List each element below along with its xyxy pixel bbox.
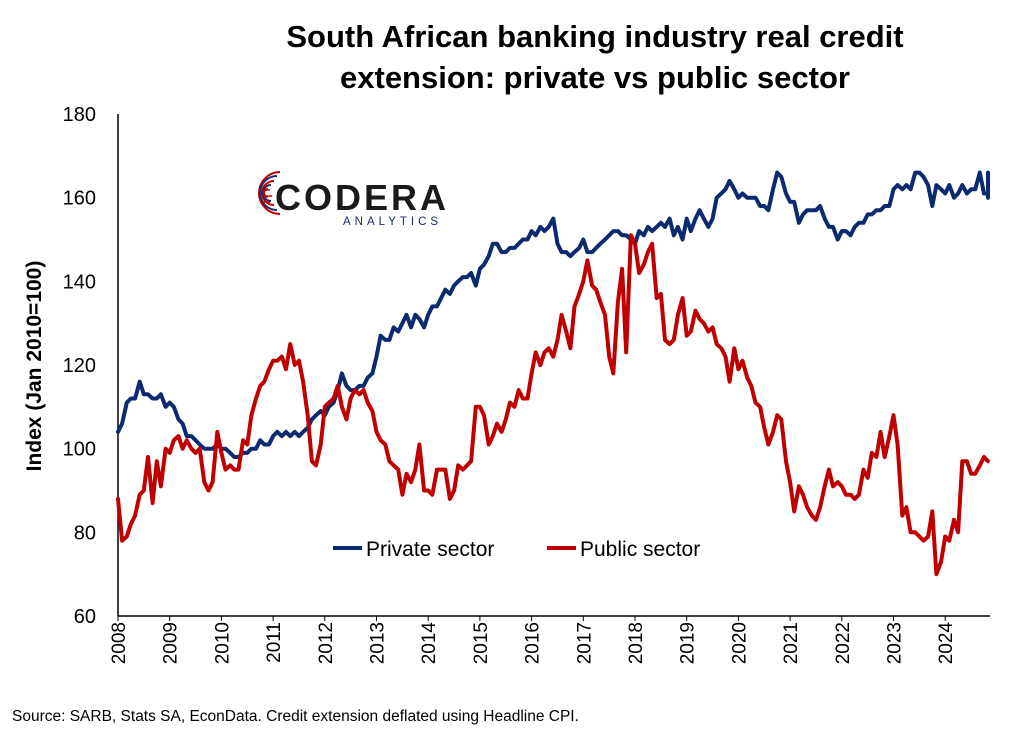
fingerprint-icon	[258, 171, 281, 215]
y-tick-label: 180	[63, 104, 96, 126]
source-note: Source: SARB, Stats SA, EconData. Credit…	[12, 708, 579, 725]
x-tick-label: 2021	[781, 622, 802, 664]
codera-analytics-logo: CODERA ANALYTICS	[258, 171, 449, 228]
x-tick-label: 2009	[161, 622, 182, 664]
x-tick-label: 2017	[574, 622, 595, 664]
x-tick-label: 2022	[833, 622, 854, 664]
public-sector-line	[116, 233, 990, 577]
legend-item-private-sector: Private sector	[333, 538, 494, 561]
y-tick-label: 80	[74, 522, 96, 544]
private-sector-line	[116, 170, 990, 459]
x-tick-label: 2014	[419, 622, 440, 665]
legend-item-public-sector: Public sector	[547, 538, 700, 561]
y-axis-label: Index (Jan 2010=100)	[23, 261, 46, 472]
x-tick-label: 2020	[729, 622, 750, 664]
x-tick-label: 2013	[368, 622, 389, 664]
chart-axes	[117, 114, 990, 617]
x-tick-label: 2012	[316, 622, 337, 664]
logo-subtitle: ANALYTICS	[343, 216, 442, 228]
x-tick-label: 2019	[678, 622, 699, 664]
y-tick-label: 140	[63, 271, 96, 293]
x-tick-label: 2010	[212, 622, 233, 664]
chart-title-line-2: extension: private vs public sector	[340, 60, 850, 95]
chart-title: South African banking industry real cred…	[170, 16, 1020, 98]
y-tick-label: 100	[63, 439, 96, 461]
x-tick-label: 2018	[626, 622, 647, 664]
legend-label: Public sector	[580, 538, 700, 561]
legend-label: Private sector	[366, 538, 494, 561]
y-tick-label: 60	[74, 606, 96, 628]
x-tick-label: 2015	[471, 622, 492, 664]
x-tick-label: 2023	[885, 622, 906, 664]
x-tick-label: 2016	[523, 622, 544, 664]
x-tick-label: 2024	[936, 622, 957, 665]
logo-wordmark: CODERA	[275, 177, 449, 218]
chart-legend: Private sector Public sector	[333, 538, 700, 561]
x-axis-ticks: 2008 2009 2010 2011 2012 2013 2014 2015 2016 2017…	[109, 616, 957, 664]
y-axis-ticks: 60 80 100 120 140 160 180	[63, 104, 96, 628]
chart-series	[116, 170, 990, 577]
chart-title-line-1: South African banking industry real cred…	[286, 19, 904, 54]
x-tick-label: 2011	[264, 622, 285, 663]
y-tick-label: 160	[63, 188, 96, 210]
y-tick-label: 120	[63, 355, 96, 377]
x-tick-label: 2008	[109, 622, 130, 664]
